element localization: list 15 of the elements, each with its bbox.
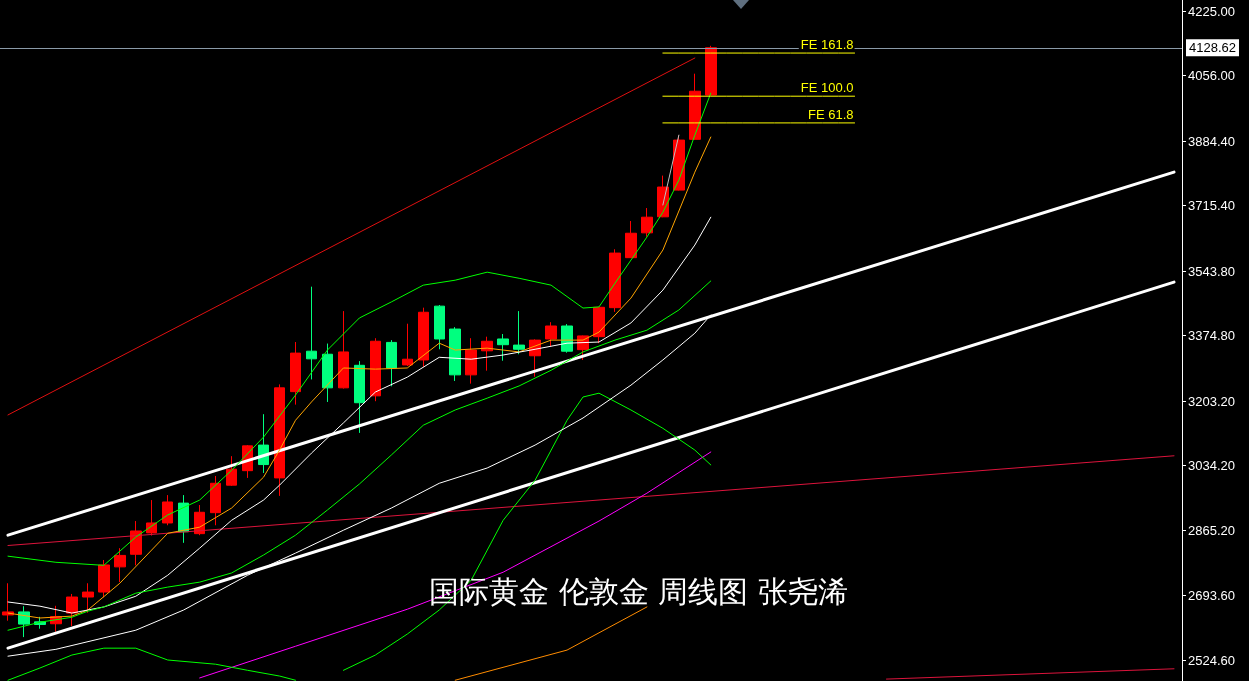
y-tick-label: 3884.40 bbox=[1188, 133, 1235, 149]
y-tick-label: 2524.60 bbox=[1188, 652, 1235, 668]
y-tick-label: 2865.20 bbox=[1188, 522, 1235, 538]
y-tick-label: 3034.20 bbox=[1188, 458, 1235, 474]
series-label: FE 161.8 bbox=[800, 37, 854, 53]
ref-line-label: 4128.62 bbox=[1189, 40, 1236, 56]
y-tick-label: 3374.80 bbox=[1188, 328, 1235, 344]
y-tick-label: 3543.80 bbox=[1188, 263, 1235, 279]
y-tick-label: 4225.00 bbox=[1188, 3, 1235, 19]
series-label: FE 100.0 bbox=[800, 80, 854, 96]
series-label: FE 61.8 bbox=[808, 106, 854, 122]
y-tick-label: 3715.40 bbox=[1188, 198, 1235, 214]
y-tick-label: 2693.60 bbox=[1188, 588, 1235, 604]
y-tick-label: 3203.20 bbox=[1188, 393, 1235, 409]
y-tick-label: 4056.00 bbox=[1188, 68, 1235, 84]
